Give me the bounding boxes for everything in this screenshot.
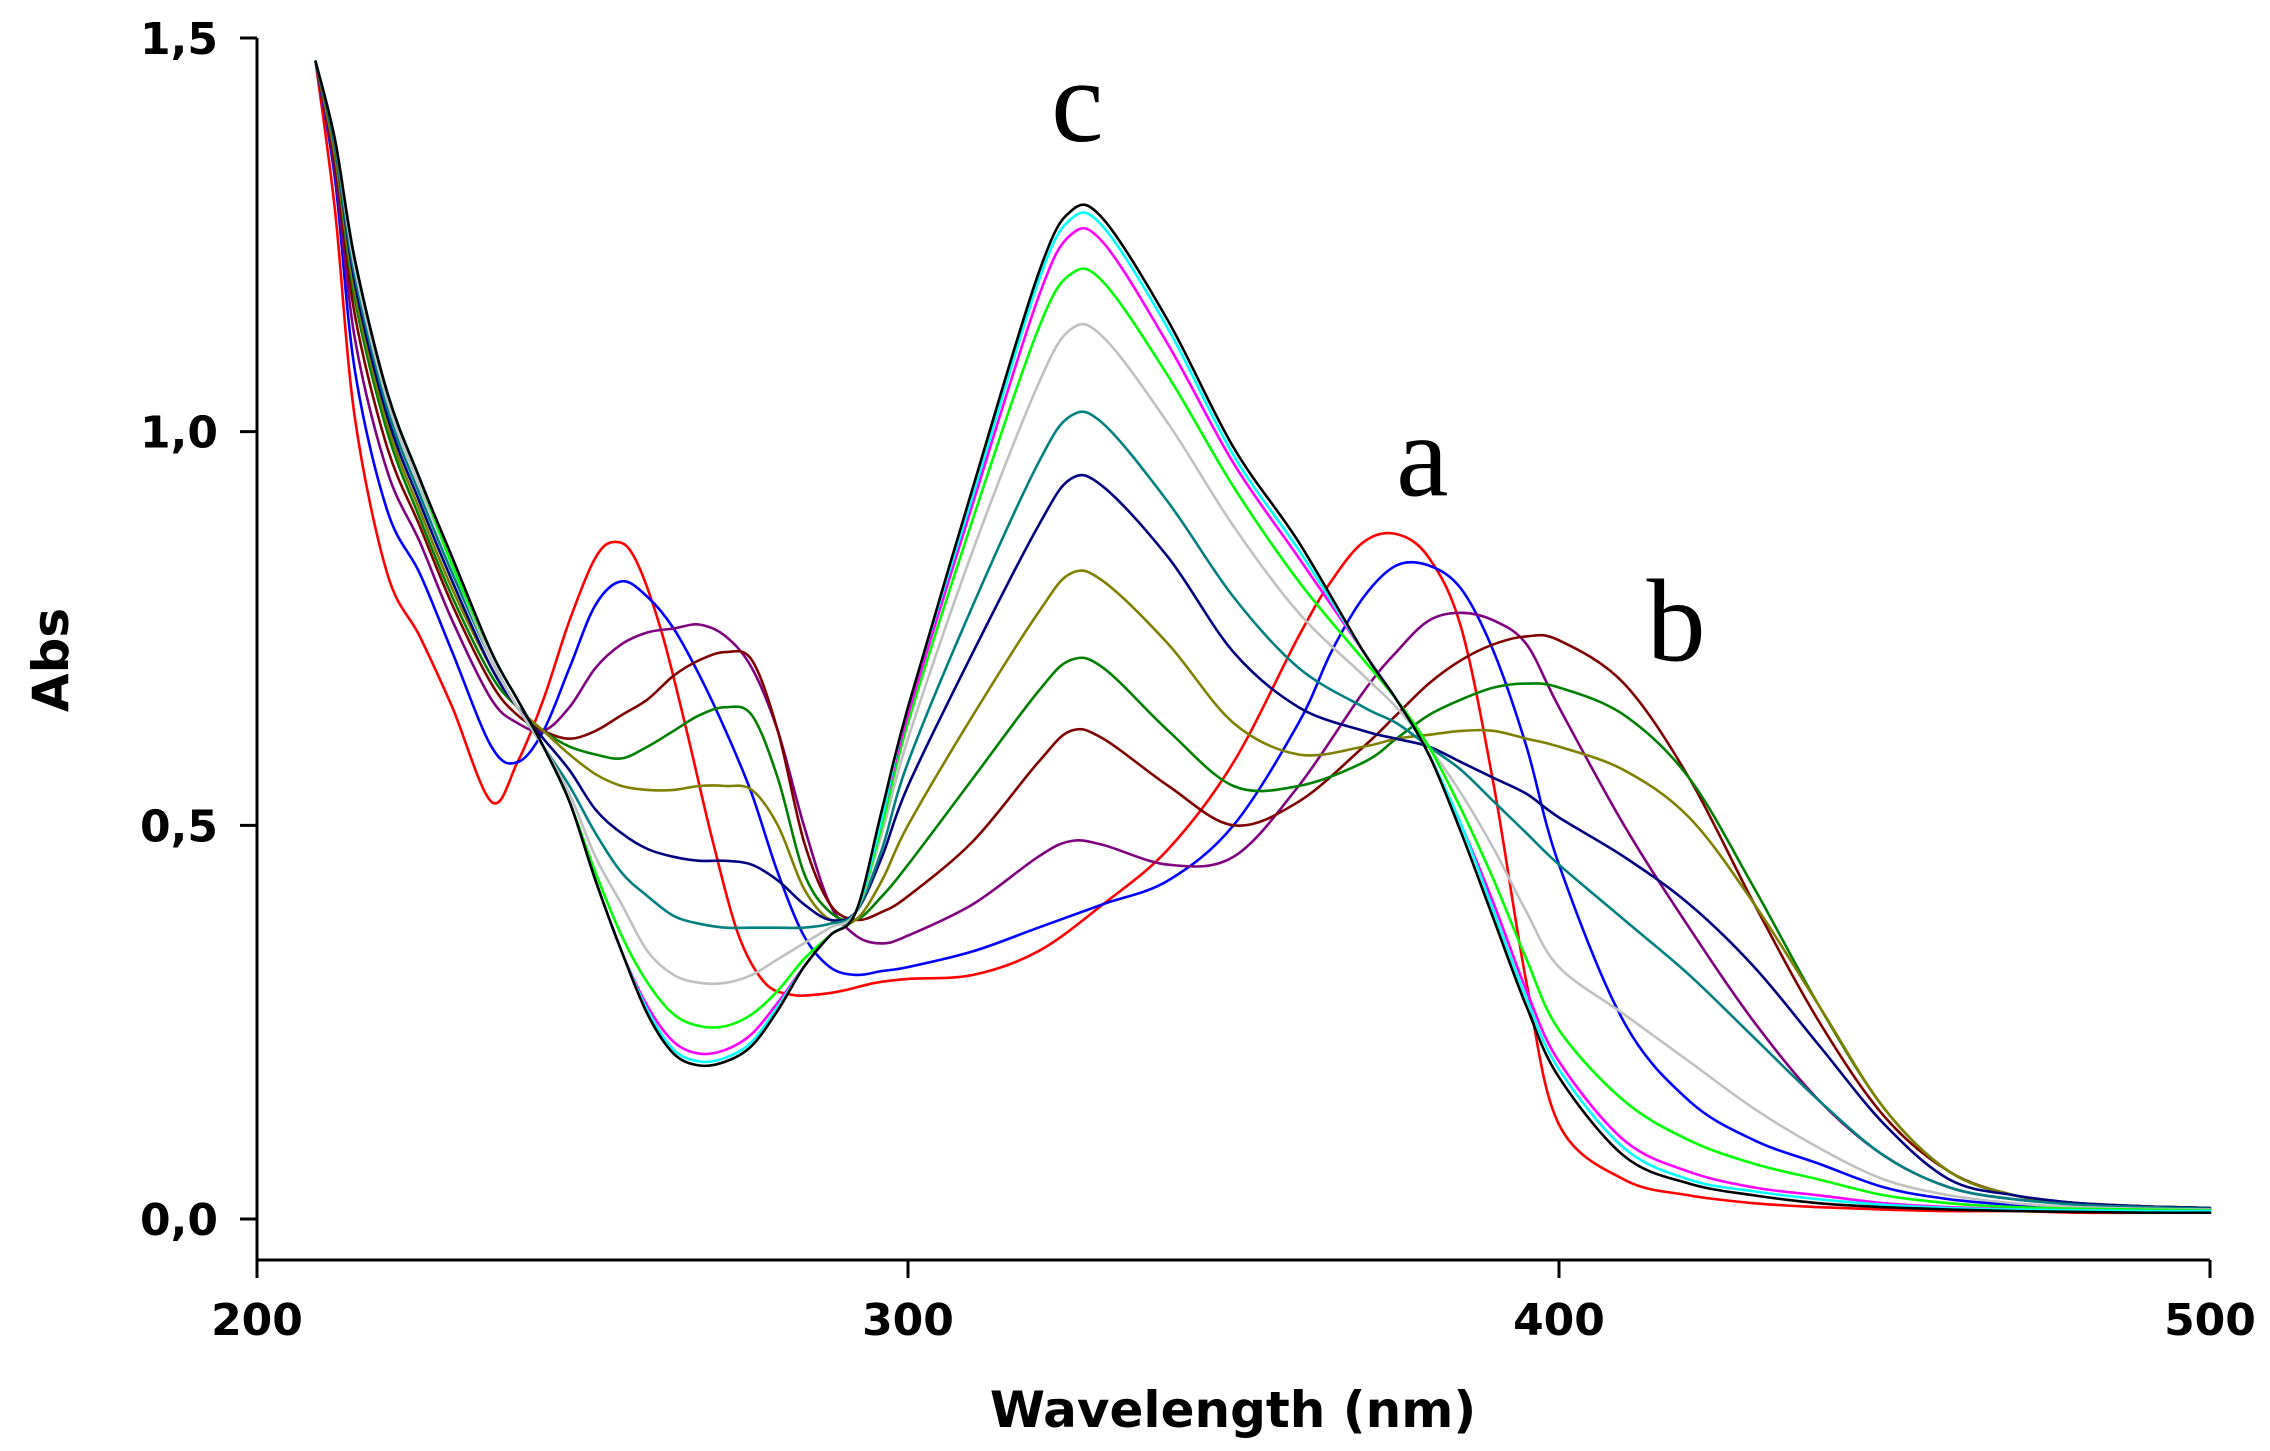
y-tick-label: 0,0 — [140, 1195, 218, 1246]
x-tick-label: 200 — [211, 1295, 303, 1346]
series-line-4 — [314, 60, 2212, 1210]
series-line-8 — [314, 60, 2212, 1211]
curve-label-c: c — [1051, 36, 1103, 167]
tick-labels-layer: 200 300 400 500 0,0 0,5 1,0 1,5 — [140, 14, 2256, 1346]
x-axis-title: Wavelength (nm) — [990, 1381, 1476, 1439]
series-line-3 — [314, 60, 2212, 1210]
y-axis-title: Abs — [22, 608, 80, 712]
ticks-layer — [240, 36, 2212, 1278]
series-line-1 — [314, 60, 2212, 1215]
series-line-11 — [314, 60, 2212, 1213]
x-tick-label: 300 — [862, 1295, 954, 1346]
series-line-5 — [314, 60, 2212, 1210]
series-layer — [314, 60, 2212, 1215]
series-line-6 — [314, 60, 2212, 1210]
series-line-12 — [314, 60, 2212, 1213]
annotation-layer: c a b — [1051, 36, 1706, 687]
curve-label-b: b — [1647, 556, 1706, 687]
curve-label-a: a — [1396, 390, 1448, 521]
series-line-7 — [314, 60, 2212, 1210]
y-tick-label: 0,5 — [140, 801, 218, 852]
x-tick-label: 400 — [1513, 1295, 1605, 1346]
series-line-9 — [314, 60, 2212, 1211]
y-tick-label: 1,0 — [140, 408, 218, 459]
series-line-10 — [314, 60, 2212, 1212]
series-line-13 — [314, 60, 2212, 1215]
x-tick-label: 500 — [2164, 1295, 2256, 1346]
y-tick-label: 1,5 — [140, 14, 218, 65]
series-line-2 — [314, 60, 2212, 1211]
